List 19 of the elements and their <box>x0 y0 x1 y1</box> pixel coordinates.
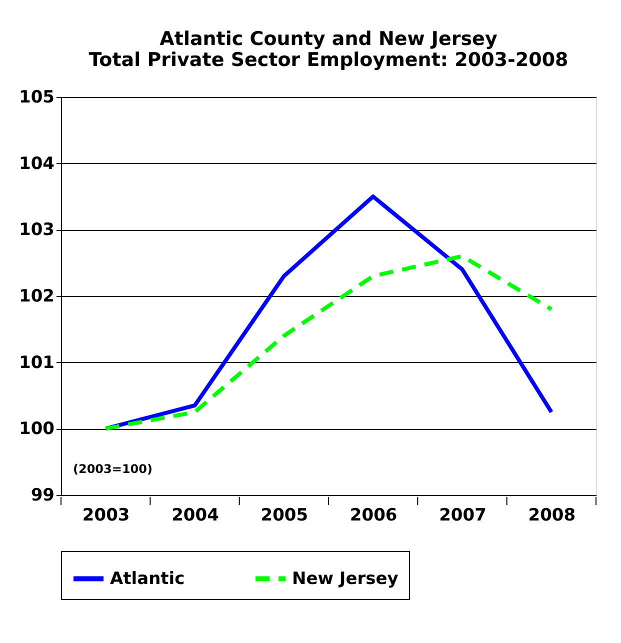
y-tick-label: 104 <box>19 154 55 174</box>
x-tick-label: 2008 <box>528 506 576 526</box>
line-series <box>104 254 554 431</box>
y-tick-label: 101 <box>19 352 54 373</box>
x-tick-label: 2007 <box>439 506 486 526</box>
legend-label: Atlantic <box>110 568 185 589</box>
text: Total Private Sector Employment: 2003-2008 <box>88 49 568 71</box>
text: Atlantic County and New Jersey <box>160 28 498 50</box>
y-tick-label: 105 <box>19 88 54 108</box>
y-tick-label: 103 <box>19 220 54 240</box>
y-tick-label: 99 <box>30 486 54 506</box>
y-tick-label: 100 <box>19 419 55 440</box>
legend-label: New Jersey <box>292 568 398 589</box>
annotation: (2003=100) <box>73 462 152 476</box>
x-tick-label: 2004 <box>172 506 220 526</box>
x-tick-label: 2005 <box>260 506 308 526</box>
y-tick-label: 102 <box>19 286 54 306</box>
x-tick-label: 2006 <box>350 506 398 526</box>
x-tick-label: 2003 <box>82 506 130 526</box>
